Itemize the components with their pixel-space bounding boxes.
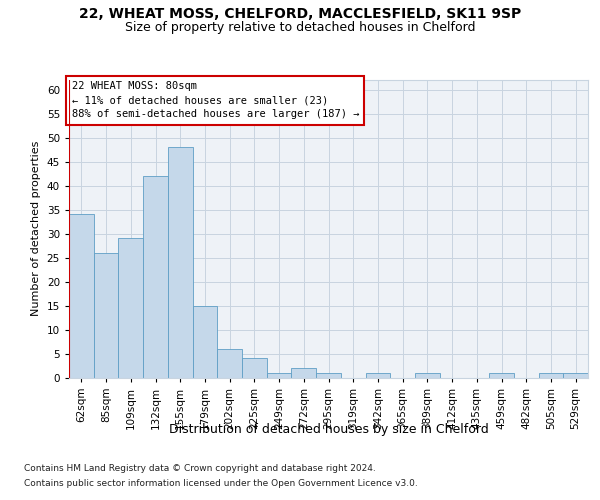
- Bar: [69, 214, 94, 378]
- Bar: [193, 306, 217, 378]
- Text: 22 WHEAT MOSS: 80sqm
← 11% of detached houses are smaller (23)
88% of semi-detac: 22 WHEAT MOSS: 80sqm ← 11% of detached h…: [71, 82, 359, 120]
- Bar: [563, 372, 588, 378]
- Text: Contains public sector information licensed under the Open Government Licence v3: Contains public sector information licen…: [24, 479, 418, 488]
- Bar: [489, 372, 514, 378]
- Bar: [292, 368, 316, 378]
- Text: 22, WHEAT MOSS, CHELFORD, MACCLESFIELD, SK11 9SP: 22, WHEAT MOSS, CHELFORD, MACCLESFIELD, …: [79, 8, 521, 22]
- Bar: [415, 372, 440, 378]
- Y-axis label: Number of detached properties: Number of detached properties: [31, 141, 41, 316]
- Bar: [143, 176, 168, 378]
- Bar: [365, 372, 390, 378]
- Text: Distribution of detached houses by size in Chelford: Distribution of detached houses by size …: [169, 422, 488, 436]
- Bar: [168, 147, 193, 378]
- Text: Size of property relative to detached houses in Chelford: Size of property relative to detached ho…: [125, 21, 475, 34]
- Bar: [118, 238, 143, 378]
- Text: Contains HM Land Registry data © Crown copyright and database right 2024.: Contains HM Land Registry data © Crown c…: [24, 464, 376, 473]
- Bar: [267, 372, 292, 378]
- Bar: [217, 348, 242, 378]
- Bar: [316, 372, 341, 378]
- Bar: [94, 252, 118, 378]
- Bar: [539, 372, 563, 378]
- Bar: [242, 358, 267, 378]
